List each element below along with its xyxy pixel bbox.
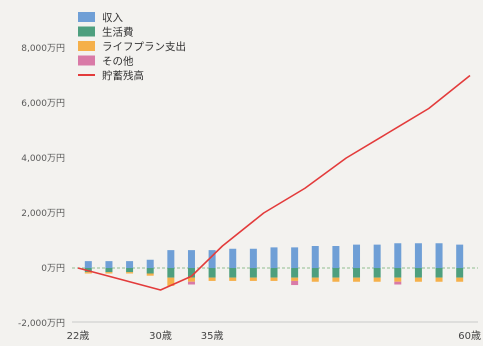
bar-生活費-59 [456, 268, 464, 278]
legend-label: 貯蓄残高 [102, 69, 144, 82]
savings-balance-line [77, 74, 471, 291]
bar-収入-29 [146, 259, 154, 268]
bar-その他-33 [187, 281, 195, 285]
bar-収入-39 [249, 248, 257, 268]
bar-その他-43 [291, 280, 299, 286]
bar-収入-41 [270, 247, 278, 268]
bar-生活費-49 [353, 268, 361, 278]
y-tick-label: 4,000万円 [21, 153, 65, 164]
bar-収入-23 [84, 261, 92, 268]
bar-収入-47 [332, 246, 340, 268]
bar-その他-53 [394, 281, 402, 285]
bar-生活費-51 [373, 268, 381, 278]
legend-label: ライフプラン支出 [102, 40, 186, 53]
bar-ライフプラン支出-51 [373, 277, 381, 282]
bar-収入-25 [105, 261, 113, 268]
bar-生活費-37 [229, 268, 237, 278]
x-tick-label: 30歳 [149, 330, 172, 342]
bar-ライフプラン支出-39 [249, 277, 257, 281]
x-tick-label: 22歳 [67, 330, 90, 342]
x-tick-label: 60歳 [458, 330, 481, 342]
bar-ライフプラン支出-59 [456, 277, 464, 282]
bar-ライフプラン支出-43 [291, 277, 299, 281]
bar-収入-51 [373, 244, 381, 268]
bar-ライフプラン支出-45 [311, 277, 319, 282]
y-tick-label: 0万円 [41, 263, 65, 274]
bar-収入-49 [353, 244, 361, 268]
bar-生活費-57 [435, 268, 443, 278]
bar-生活費-39 [249, 268, 257, 278]
bar-収入-31 [167, 250, 175, 268]
bar-収入-37 [229, 248, 237, 268]
bar-収入-57 [435, 243, 443, 268]
x-tick-label: 35歳 [201, 330, 224, 342]
legend-label: 生活費 [102, 26, 134, 39]
bar-ライフプラン支出-29 [146, 273, 154, 276]
legend-swatch [78, 26, 95, 37]
bar-ライフプラン支出-47 [332, 277, 340, 282]
legend-label: 収入 [102, 12, 123, 24]
bar-生活費-43 [291, 268, 299, 278]
bar-収入-33 [187, 250, 195, 268]
bar-収入-53 [394, 243, 402, 268]
bar-ライフプラン支出-27 [126, 272, 134, 274]
y-tick-label: 8,000万円 [21, 43, 65, 54]
bar-生活費-25 [105, 268, 113, 273]
bar-生活費-53 [394, 268, 402, 278]
bar-ライフプラン支出-37 [229, 277, 237, 281]
bar-ライフプラン支出-57 [435, 277, 443, 282]
legend-swatch [78, 12, 95, 22]
bar-生活費-27 [126, 268, 134, 273]
legend-swatch [78, 55, 95, 66]
bar-ライフプラン支出-53 [394, 277, 402, 282]
bar-収入-43 [291, 247, 299, 268]
bar-ライフプラン支出-49 [353, 277, 361, 282]
bar-生活費-35 [208, 268, 216, 278]
bar-生活費-45 [311, 268, 319, 278]
bar-ライフプラン支出-55 [414, 277, 422, 282]
bar-収入-45 [311, 246, 319, 268]
bar-生活費-47 [332, 268, 340, 278]
bar-生活費-41 [270, 268, 278, 278]
bar-収入-27 [126, 261, 134, 268]
bar-ライフプラン支出-33 [187, 277, 195, 282]
y-tick-label: -2,000万円 [18, 318, 65, 329]
bar-生活費-33 [187, 268, 195, 278]
bar-収入-35 [208, 250, 216, 268]
bar-生活費-29 [146, 268, 154, 274]
bar-ライフプラン支出-41 [270, 277, 278, 281]
legend-swatch [78, 41, 95, 51]
bar-収入-59 [456, 244, 464, 268]
bar-生活費-31 [167, 268, 175, 278]
bar-生活費-55 [414, 268, 422, 278]
bar-収入-55 [414, 243, 422, 268]
y-tick-label: 6,000万円 [21, 98, 65, 109]
legend-label: その他 [102, 55, 134, 68]
bar-ライフプラン支出-31 [167, 277, 175, 286]
bar-ライフプラン支出-25 [105, 272, 113, 274]
bar-ライフプラン支出-23 [84, 272, 92, 274]
bar-ライフプラン支出-35 [208, 277, 216, 281]
y-tick-label: 2,000万円 [21, 208, 65, 219]
